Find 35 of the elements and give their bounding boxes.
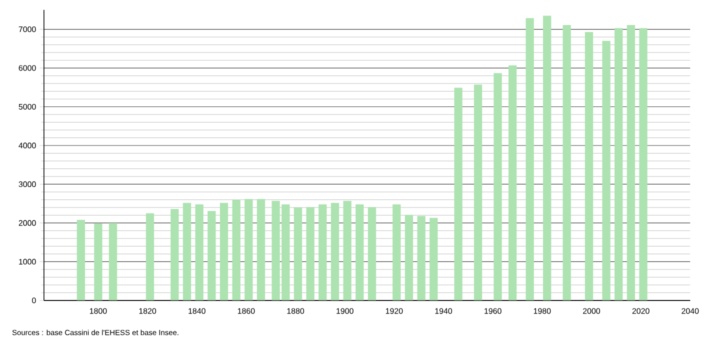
bar <box>392 204 401 300</box>
bar <box>356 204 364 300</box>
bar <box>526 18 534 300</box>
bar <box>294 207 302 300</box>
bar <box>318 204 327 300</box>
bar <box>614 28 623 300</box>
bar <box>343 200 352 300</box>
bar <box>417 216 426 300</box>
bar <box>94 223 102 300</box>
bar <box>430 218 438 300</box>
bar <box>182 202 192 300</box>
bar <box>508 65 517 300</box>
bar <box>76 220 86 300</box>
bar <box>543 16 552 300</box>
bar <box>108 222 118 300</box>
bar <box>306 207 314 300</box>
bar <box>639 28 648 300</box>
bar <box>220 202 228 300</box>
bar <box>256 198 266 300</box>
bar <box>602 40 610 300</box>
bar <box>404 214 414 300</box>
bar <box>368 207 376 300</box>
bar <box>170 208 179 300</box>
bar <box>494 73 502 300</box>
bar <box>232 200 240 300</box>
bar <box>584 32 594 300</box>
bar <box>562 24 571 300</box>
bar <box>208 210 216 300</box>
bar <box>626 24 636 300</box>
bar <box>454 88 462 300</box>
bar <box>195 204 204 300</box>
bar <box>330 202 340 300</box>
bar <box>474 84 482 300</box>
bar <box>244 198 253 300</box>
bar <box>146 213 154 300</box>
